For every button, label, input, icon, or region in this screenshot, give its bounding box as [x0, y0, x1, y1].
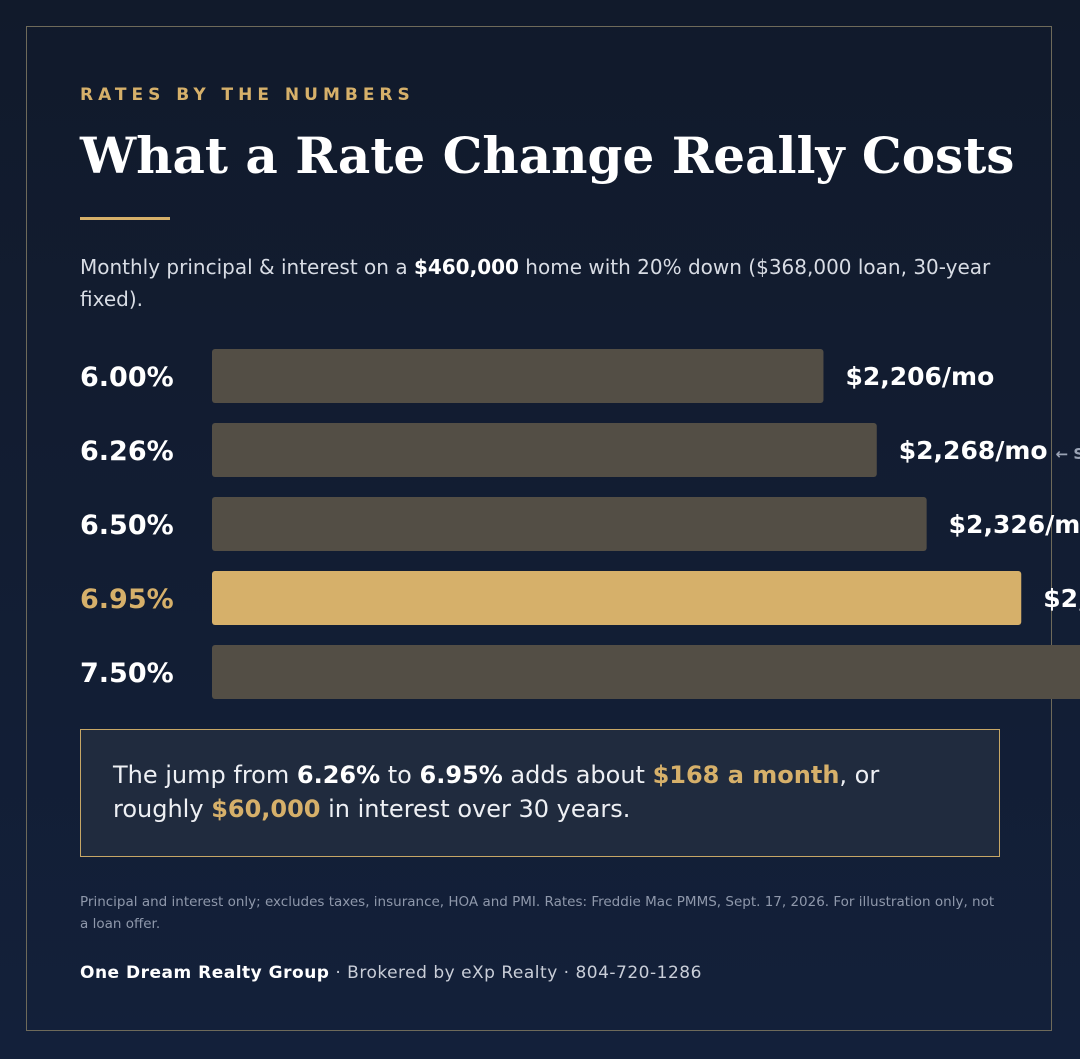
bar-rate-label: 7.50%	[80, 658, 174, 689]
callout-text: , or roughly	[113, 761, 880, 823]
bar	[212, 349, 824, 403]
subtitle-home-price: $460,000	[413, 255, 519, 279]
bar-value-label: $2,206/mo	[845, 362, 994, 391]
callout-from-rate: 6.26%	[296, 761, 381, 789]
subtitle-text-pre: Monthly principal & interest on a	[80, 255, 414, 279]
bar-rate-label: 6.26%	[80, 436, 174, 467]
page-title: What a Rate Change Really Costs	[80, 126, 1015, 185]
bar-value-label: $2,268/mo	[899, 436, 1048, 465]
footer-contact: · Brokered by eXp Realty · 804-720-1286	[329, 963, 702, 983]
footnote: Principal and interest only; excludes ta…	[80, 894, 995, 932]
subtitle: Monthly principal & interest on a $460,0…	[80, 251, 1000, 315]
callout-text: in interest over 30 years.	[320, 795, 631, 823]
bar-rate-label: 6.00%	[80, 362, 174, 393]
bar-annotation: ← Sept. 2025	[1056, 445, 1080, 463]
bar-value-label: $2,326/mo	[949, 510, 1080, 539]
subtitle-text-post: home with 20% down ($368,000 loan, 30-ye…	[80, 255, 991, 311]
callout-text: adds about	[502, 761, 653, 789]
bar-rate-label: 6.50%	[80, 510, 174, 541]
callout-text: to	[380, 761, 420, 789]
callout-box: The jump from 6.26% to 6.95% adds about …	[80, 729, 1000, 857]
bar	[212, 423, 877, 477]
callout-total-interest: $60,000	[211, 795, 321, 823]
bar-value-label: $2,436/mo	[1043, 584, 1080, 613]
callout-monthly-increase: $168 a month	[652, 761, 840, 789]
bar	[212, 571, 1022, 625]
card-frame	[26, 26, 1052, 1031]
callout-text: The jump from	[113, 761, 297, 789]
footer: One Dream Realty Group · Brokered by eXp…	[80, 963, 702, 983]
bar	[212, 497, 927, 551]
eyebrow-label: RATES BY THE NUMBERS	[80, 85, 415, 105]
callout-to-rate: 6.95%	[419, 761, 503, 789]
bar-rate-label: 6.95%	[80, 584, 174, 615]
title-divider	[80, 217, 170, 220]
bar	[212, 645, 1080, 699]
footer-brand: One Dream Realty Group	[80, 963, 330, 983]
